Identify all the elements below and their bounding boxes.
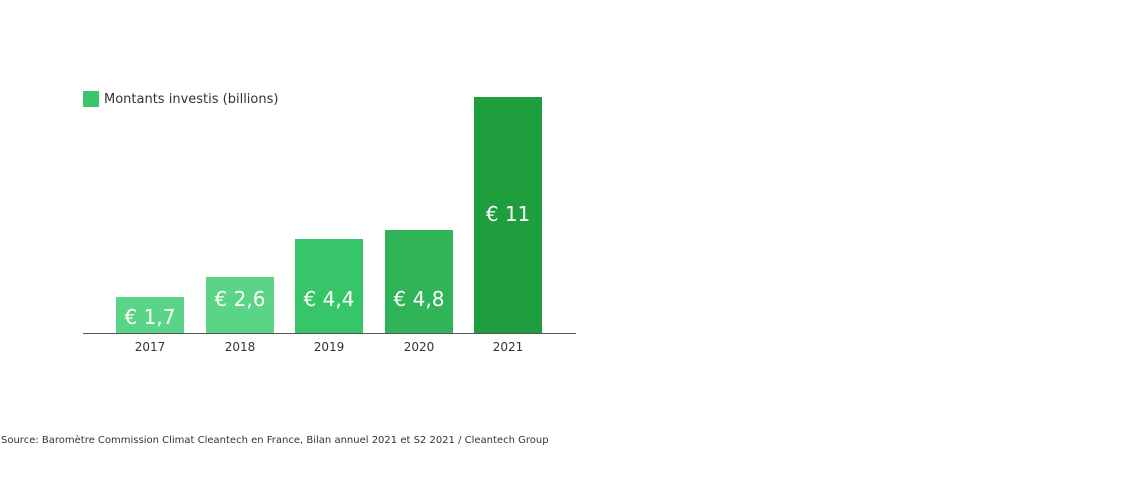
x-tick-label: 2020 [403,340,435,354]
source-note: Source: Baromètre Commission Climat Clea… [1,435,549,446]
bar-value-label: € 11 [485,202,531,226]
x-axis-line [83,333,576,334]
legend-label: Montants investis (billions) [104,91,279,107]
bar-value-label: € 4,8 [393,287,445,311]
bar-value-label: € 4,4 [303,287,355,311]
x-tick-label: 2021 [492,340,524,354]
bar-value-label: € 1,7 [124,305,176,329]
bar-2020: € 4,8 [385,230,453,333]
x-tick-label: 2018 [224,340,256,354]
legend: Montants investis (billions) [83,91,278,107]
bar-2021: € 11 [474,97,542,333]
x-tick-label: 2017 [134,340,166,354]
bar-2017: € 1,7 [116,297,184,333]
bar-2018: € 2,6 [206,277,274,333]
x-tick-label: 2019 [313,340,345,354]
bar-value-label: € 2,6 [214,287,266,311]
bar-2019: € 4,4 [295,239,363,333]
legend-swatch [83,91,99,107]
